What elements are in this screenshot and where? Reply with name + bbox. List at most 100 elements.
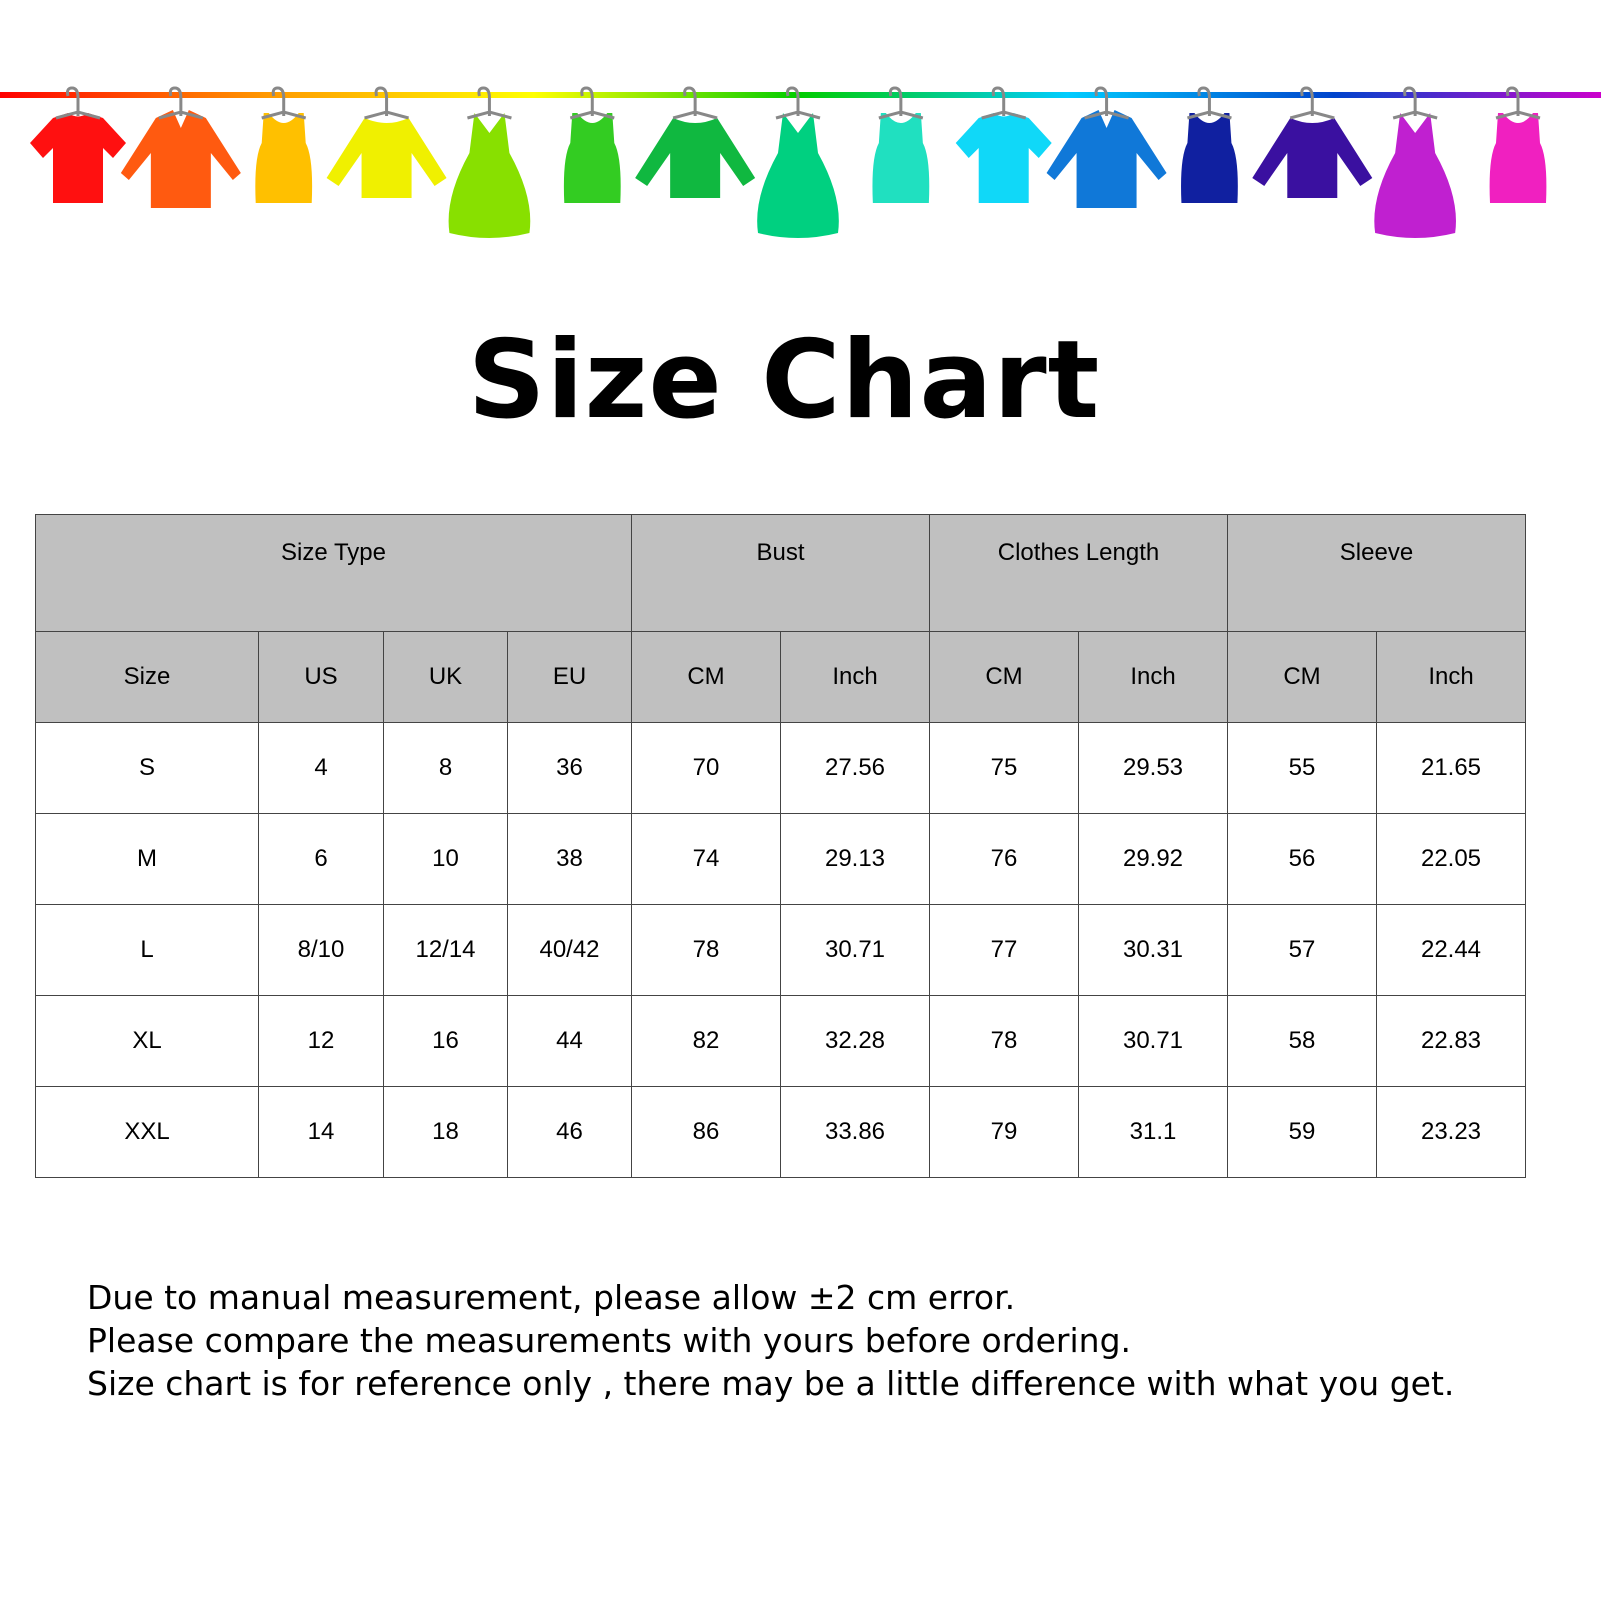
- garment-dress-icon: [757, 86, 839, 238]
- table-cell: 16: [383, 995, 508, 1087]
- column-header: Inch: [1078, 631, 1228, 723]
- hanger-icon: [55, 86, 101, 120]
- hanger-icon: [1495, 86, 1541, 120]
- sweater-shape: [1252, 118, 1373, 198]
- table-cell: 21.65: [1376, 722, 1526, 814]
- table-cell: 22.05: [1376, 813, 1526, 905]
- table-row: S 4 8 36 70 27.56 75 29.53 55 21.65: [35, 722, 1526, 814]
- dress-shape: [1374, 113, 1456, 238]
- table-cell: S: [35, 722, 259, 814]
- column-header: Size: [35, 631, 259, 723]
- table-cell: 75: [929, 722, 1079, 814]
- hanger-icon: [981, 86, 1027, 120]
- garment-sweater-icon: [1252, 86, 1373, 198]
- table-cell: 32.28: [780, 995, 930, 1087]
- table-cell: 74: [631, 813, 781, 905]
- table-cell: 27.56: [780, 722, 930, 814]
- sweater-shape: [326, 118, 447, 198]
- column-header: UK: [383, 631, 508, 723]
- hanger-icon: [672, 86, 718, 120]
- group-header-bust: Bust: [631, 514, 930, 632]
- table-cell: L: [35, 904, 259, 996]
- table-cell: 29.13: [780, 813, 930, 905]
- table-cell: 77: [929, 904, 1079, 996]
- hanger-icon: [569, 86, 615, 120]
- hanger-icon: [1392, 86, 1438, 120]
- sweater-shape: [635, 118, 756, 198]
- table-cell: 8: [383, 722, 508, 814]
- table-cell: M: [35, 813, 259, 905]
- garment-tank-icon: [1181, 86, 1238, 203]
- hanger-icon: [261, 86, 307, 120]
- garment-sweater-icon: [635, 86, 756, 198]
- tank-shape: [563, 113, 621, 203]
- column-header: US: [258, 631, 384, 723]
- table-row: XXL 14 18 46 86 33.86 79 31.1 59 23.23: [35, 1086, 1526, 1178]
- tshirt-shape: [30, 113, 126, 203]
- garment-tank-icon: [872, 86, 930, 203]
- garment-tshirt-icon: [955, 86, 1052, 203]
- table-cell: 33.86: [780, 1086, 930, 1178]
- page-title: Size Chart: [467, 318, 1101, 443]
- table-cell: 4: [258, 722, 384, 814]
- tank-shape: [1489, 113, 1547, 203]
- rainbow-line: [0, 92, 1601, 98]
- table-cell: 44: [507, 995, 632, 1087]
- tshirt-shape: [955, 113, 1052, 203]
- column-header: CM: [1227, 631, 1377, 723]
- note-line: Size chart is for reference only , there…: [87, 1364, 1455, 1403]
- table-cell: 56: [1227, 813, 1377, 905]
- clothes-hanger-banner: [0, 86, 1601, 238]
- dress-shape: [448, 113, 531, 238]
- hanger-icon: [775, 86, 821, 120]
- table-cell: 79: [929, 1086, 1079, 1178]
- garment-tank-icon: [563, 86, 621, 203]
- table-cell: 59: [1227, 1086, 1377, 1178]
- table-cell: 30.31: [1078, 904, 1228, 996]
- tank-shape: [1181, 113, 1238, 203]
- table-cell: 55: [1227, 722, 1377, 814]
- hanger-icon: [158, 86, 204, 120]
- garment-tank-icon: [1489, 86, 1547, 203]
- dress-shape: [757, 113, 839, 238]
- table-row: L 8/10 12/14 40/42 78 30.71 77 30.31 57 22.44: [35, 904, 1526, 996]
- tank-shape: [872, 113, 930, 203]
- table-cell: 18: [383, 1086, 508, 1178]
- tank-shape: [255, 113, 313, 203]
- table-cell: 23.23: [1376, 1086, 1526, 1178]
- group-header-size-type: Size Type: [35, 514, 632, 632]
- group-header-sleeve: Sleeve: [1227, 514, 1526, 632]
- note-line: Due to manual measurement, please allow …: [87, 1278, 1016, 1317]
- notes: Due to manual measurement, please allow …: [87, 1276, 1454, 1405]
- table-cell: 78: [929, 995, 1079, 1087]
- table-cell: XL: [35, 995, 259, 1087]
- table-cell: 14: [258, 1086, 384, 1178]
- table-cell: 86: [631, 1086, 781, 1178]
- hanger-icon: [364, 86, 409, 120]
- hanger-icon: [1084, 86, 1129, 120]
- garment-tank-icon: [255, 86, 313, 203]
- table-cell: 38: [507, 813, 632, 905]
- table-cell: 40/42: [507, 904, 632, 996]
- shirt-shape: [1046, 110, 1167, 208]
- garment-shirt-icon: [1046, 86, 1167, 208]
- table-cell: 8/10: [258, 904, 384, 996]
- column-header: Inch: [780, 631, 930, 723]
- table-cell: XXL: [35, 1086, 259, 1178]
- column-header-row: Size US UK EU CM Inch CM Inch CM Inch: [35, 631, 1526, 723]
- table-cell: 70: [631, 722, 781, 814]
- table-cell: 29.53: [1078, 722, 1228, 814]
- table-cell: 22.44: [1376, 904, 1526, 996]
- garment-tshirt-icon: [30, 86, 126, 203]
- table-cell: 78: [631, 904, 781, 996]
- table-cell: 57: [1227, 904, 1377, 996]
- group-header-row: Size Type Bust Clothes Length Sleeve: [35, 514, 1526, 632]
- table-cell: 31.1: [1078, 1086, 1228, 1178]
- column-header: EU: [507, 631, 632, 723]
- size-chart-table: Size Type Bust Clothes Length Sleeve Siz…: [35, 514, 1526, 1178]
- table-cell: 6: [258, 813, 384, 905]
- column-header: Inch: [1376, 631, 1526, 723]
- garment-dress-icon: [448, 86, 531, 238]
- table-cell: 12/14: [383, 904, 508, 996]
- shirt-shape: [120, 110, 241, 208]
